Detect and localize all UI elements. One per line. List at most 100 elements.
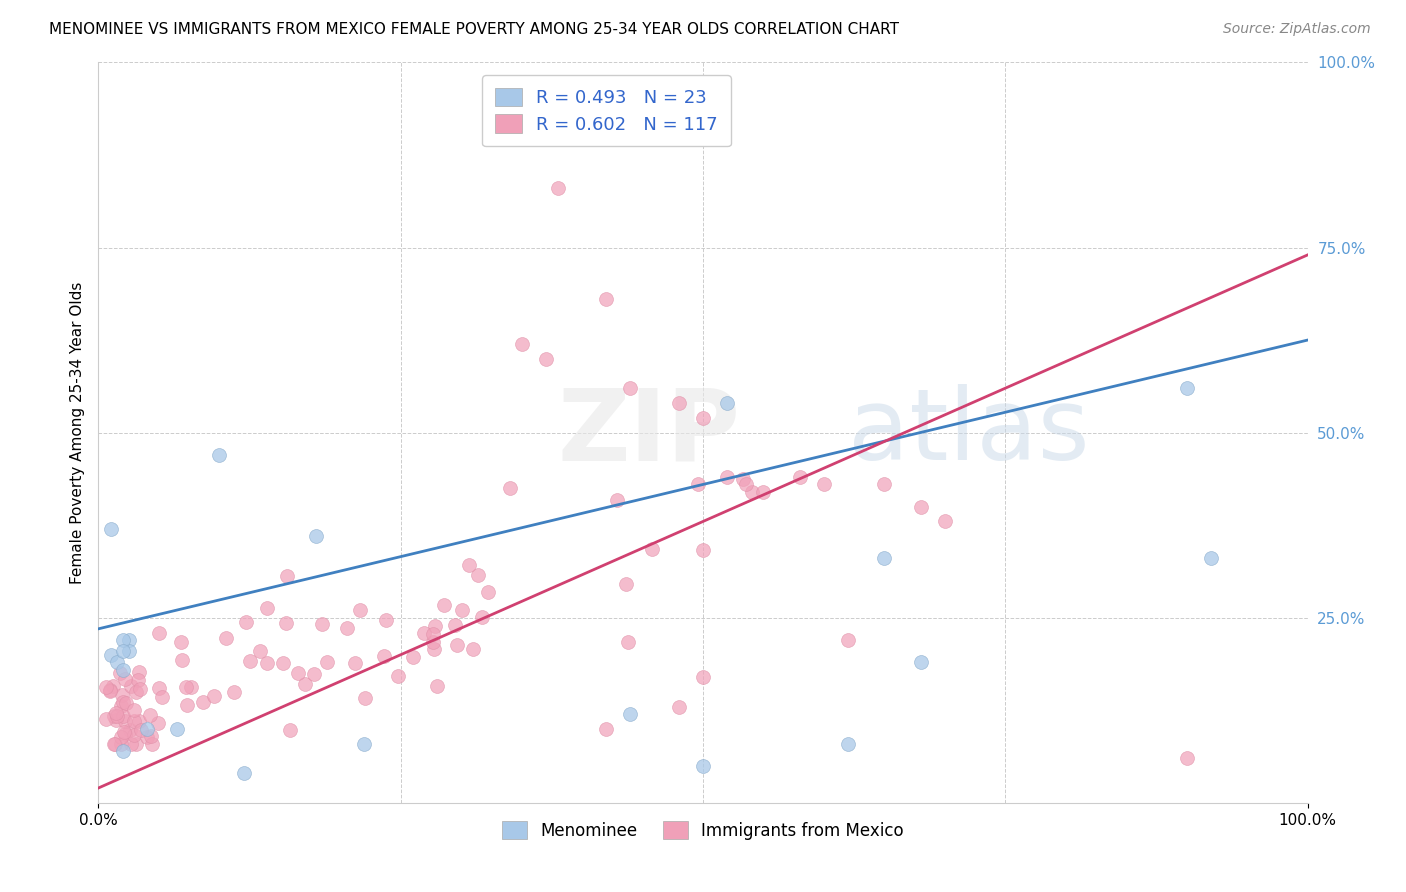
Point (127, 673, 149, 687)
Point (433, 598, 456, 612)
Point (733, 471, 755, 485)
Point (110, 698, 132, 713)
Point (910, 655, 932, 669)
Point (112, 725, 135, 739)
Point (716, 470, 738, 484)
Point (752, 484, 775, 499)
Point (122, 703, 145, 717)
Point (256, 601, 278, 615)
Point (353, 737, 375, 751)
Point (174, 681, 197, 695)
Point (423, 619, 446, 633)
Point (111, 663, 134, 677)
Point (232, 766, 254, 780)
Point (595, 722, 617, 736)
Point (224, 685, 246, 699)
Point (98, 683, 121, 698)
Point (249, 644, 271, 658)
Point (114, 727, 136, 741)
Point (873, 477, 896, 491)
Point (692, 670, 714, 684)
Y-axis label: Female Poverty Among 25-34 Year Olds: Female Poverty Among 25-34 Year Olds (69, 282, 84, 583)
Point (789, 470, 811, 484)
Point (426, 679, 449, 693)
Point (96, 680, 118, 694)
Point (349, 603, 371, 617)
Point (374, 613, 396, 627)
Point (118, 632, 141, 647)
Point (128, 665, 150, 679)
Point (315, 655, 337, 669)
Point (276, 615, 298, 630)
Point (136, 730, 159, 744)
Point (128, 682, 150, 697)
Point (104, 737, 127, 751)
Point (336, 621, 359, 635)
Point (166, 722, 188, 736)
Point (668, 396, 690, 410)
Text: ZIP: ZIP (558, 384, 741, 481)
Point (692, 758, 714, 772)
Point (471, 610, 494, 624)
Point (276, 569, 298, 583)
Point (128, 714, 150, 728)
Point (686, 476, 709, 491)
Point (1199, 551, 1222, 566)
Point (125, 685, 148, 699)
Point (387, 669, 409, 683)
Point (105, 655, 128, 669)
Point (110, 737, 132, 751)
Point (735, 477, 758, 491)
Point (668, 699, 690, 714)
Point (534, 351, 557, 366)
Point (373, 648, 395, 663)
Point (595, 293, 617, 307)
Point (1175, 381, 1198, 395)
Point (287, 666, 309, 681)
Point (311, 617, 333, 632)
Point (112, 694, 135, 708)
Point (148, 625, 170, 640)
Point (150, 690, 173, 705)
Point (114, 672, 136, 686)
Legend: Menominee, Immigrants from Mexico: Menominee, Immigrants from Mexico (496, 814, 910, 847)
Point (616, 576, 638, 591)
Point (354, 690, 377, 705)
Point (107, 709, 129, 723)
Point (499, 481, 522, 495)
Point (235, 615, 257, 629)
Point (208, 448, 231, 462)
Point (170, 634, 193, 648)
Point (118, 644, 141, 658)
Point (125, 737, 148, 751)
Point (692, 543, 714, 558)
Point (423, 642, 446, 657)
Point (343, 656, 366, 670)
Point (467, 568, 489, 582)
Point (176, 698, 198, 713)
Point (619, 706, 641, 721)
Point (606, 493, 628, 508)
Point (422, 627, 444, 641)
Point (139, 708, 162, 723)
Point (477, 585, 499, 599)
Point (98, 682, 121, 697)
Point (444, 617, 467, 632)
Point (294, 676, 316, 690)
Point (96, 712, 118, 726)
Point (239, 654, 262, 668)
Point (463, 641, 485, 656)
Point (100, 522, 122, 536)
Point (105, 706, 128, 720)
Point (873, 551, 896, 566)
Point (458, 558, 481, 573)
Point (215, 632, 238, 646)
Point (111, 744, 134, 758)
Point (122, 728, 145, 742)
Point (111, 632, 134, 647)
Point (837, 632, 859, 647)
Point (617, 634, 640, 648)
Point (111, 708, 134, 723)
Point (120, 723, 142, 737)
Point (402, 650, 425, 665)
